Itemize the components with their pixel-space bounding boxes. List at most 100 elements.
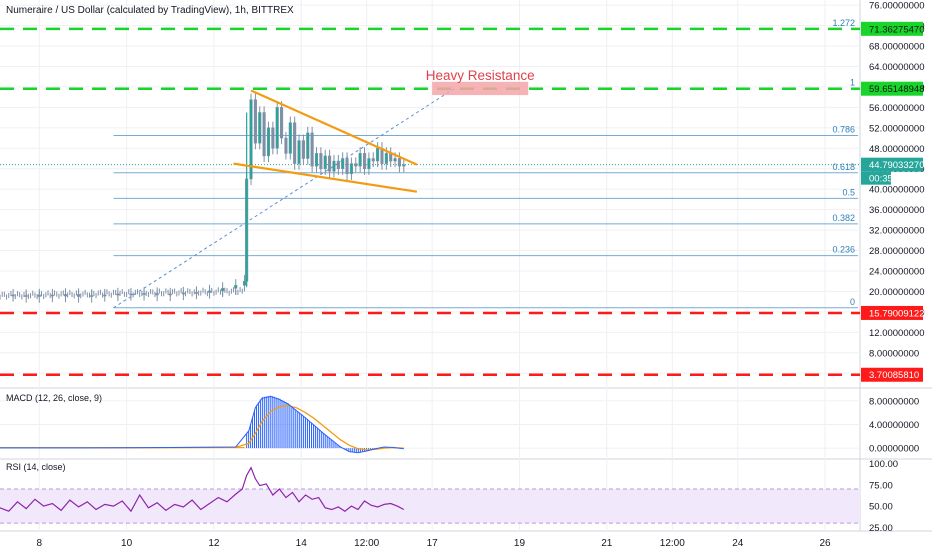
price-candle <box>272 122 275 155</box>
price-candle <box>263 106 266 162</box>
x-tick-label: 14 <box>296 538 308 549</box>
price-candle <box>320 147 323 175</box>
candle-body <box>372 158 375 161</box>
x-tick-label: 21 <box>601 538 613 549</box>
candle-body <box>298 141 301 164</box>
price-candle <box>276 101 279 154</box>
price-candle <box>293 117 296 170</box>
price-candle <box>250 94 253 186</box>
fib-level-label: 1.272 <box>832 18 855 28</box>
candle-body <box>285 138 288 153</box>
candle-body <box>243 281 246 285</box>
price-candle <box>289 117 292 160</box>
candle-body <box>394 158 397 161</box>
x-tick-label: 10 <box>121 538 133 549</box>
level-price-label: 59.65148948 <box>869 84 924 95</box>
candle-body <box>328 156 331 171</box>
price-y-tick-label: 20.00000000 <box>869 287 924 298</box>
fib-level-label: 0 <box>850 297 855 307</box>
price-candle <box>389 147 392 167</box>
macd-y-tick-label: 0.00000000 <box>869 444 919 455</box>
price-candle <box>363 147 366 175</box>
chart-title: Numeraire / US Dollar (calculated by Tra… <box>6 5 294 16</box>
candle-body <box>354 164 357 167</box>
price-candle <box>403 159 406 173</box>
macd-y-tick-label: 8.00000000 <box>869 396 919 407</box>
candle-body <box>398 158 401 166</box>
level-price-label: 3.70085810 <box>869 370 919 381</box>
price-y-tick-label: 64.00000000 <box>869 62 924 73</box>
price-y-tick-label: 8.00000000 <box>869 348 919 359</box>
price-candle <box>354 157 357 172</box>
last-price-label: 44.79033270 <box>869 160 924 171</box>
price-y-tick-label: 48.00000000 <box>869 144 924 155</box>
candle-body <box>302 141 305 159</box>
macd-label: MACD (12, 26, close, 9) <box>6 393 102 403</box>
rsi-y-tick-label: 100.00 <box>869 459 898 470</box>
fib-level-label: 1 <box>850 78 855 88</box>
fib-level-label: 0.236 <box>832 245 855 255</box>
x-tick-label: 19 <box>514 538 526 549</box>
x-tick-label: 17 <box>427 538 439 549</box>
candle-body <box>254 100 257 143</box>
candle-body <box>376 148 379 161</box>
fib-level-label: 0.5 <box>842 187 855 197</box>
x-tick-label: 24 <box>732 538 744 549</box>
rsi-y-tick-label: 75.00 <box>869 480 893 491</box>
candle-body <box>289 123 292 154</box>
candle-body <box>320 153 323 168</box>
price-candle <box>311 127 314 173</box>
price-y-tick-label: 76.00000000 <box>869 1 924 12</box>
price-candle <box>302 134 305 164</box>
candle-body <box>258 112 261 143</box>
macd-signal-line <box>0 406 404 450</box>
candle-body <box>293 123 296 164</box>
x-tick-label: 12 <box>208 538 220 549</box>
candle-body <box>267 128 270 156</box>
level-price-label: 15.79009122 <box>869 308 924 319</box>
x-tick-label: 12:00 <box>354 538 379 549</box>
resistance-annotation-box <box>432 82 528 95</box>
candle-body <box>337 161 340 169</box>
candle-body <box>324 156 327 169</box>
candle-body <box>263 112 266 155</box>
price-y-tick-label: 52.00000000 <box>869 123 924 134</box>
rsi-y-tick-label: 25.00 <box>869 523 893 534</box>
candle-body <box>333 161 336 171</box>
price-y-tick-label: 12.00000000 <box>869 328 924 339</box>
macd-y-tick-label: 4.00000000 <box>869 420 919 431</box>
price-candle <box>258 106 261 149</box>
candle-body <box>341 158 344 168</box>
candle-body <box>234 285 237 288</box>
price-candle <box>267 122 270 162</box>
price-candle <box>280 101 283 144</box>
x-tick-label: 8 <box>37 538 43 549</box>
price-y-tick-label: 36.00000000 <box>869 205 924 216</box>
fib-level-label: 0.786 <box>832 124 855 134</box>
rsi-label: RSI (14, close) <box>6 462 66 472</box>
candle-body <box>311 133 314 166</box>
rsi-y-tick-label: 50.00 <box>869 502 893 513</box>
x-tick-label: 26 <box>820 538 832 549</box>
price-y-tick-label: 40.00000000 <box>869 185 924 196</box>
candle-body <box>403 165 406 166</box>
price-candle <box>346 152 349 180</box>
price-y-tick-label: 24.00000000 <box>869 266 924 277</box>
price-candle <box>254 94 257 150</box>
price-candle <box>337 155 340 175</box>
candle-body <box>363 153 366 168</box>
candle-body <box>359 153 362 166</box>
price-candle <box>341 152 344 174</box>
candle-body <box>276 107 279 148</box>
fib-level-label: 0.382 <box>832 213 855 223</box>
candle-body <box>368 158 371 168</box>
x-tick-label: 12:00 <box>660 538 685 549</box>
price-candle <box>368 152 371 174</box>
candle-body <box>221 288 224 291</box>
candle-body <box>315 153 318 166</box>
price-candle <box>350 157 353 179</box>
price-candle <box>306 127 309 165</box>
candle-body <box>350 164 353 174</box>
candle-body <box>306 133 309 159</box>
